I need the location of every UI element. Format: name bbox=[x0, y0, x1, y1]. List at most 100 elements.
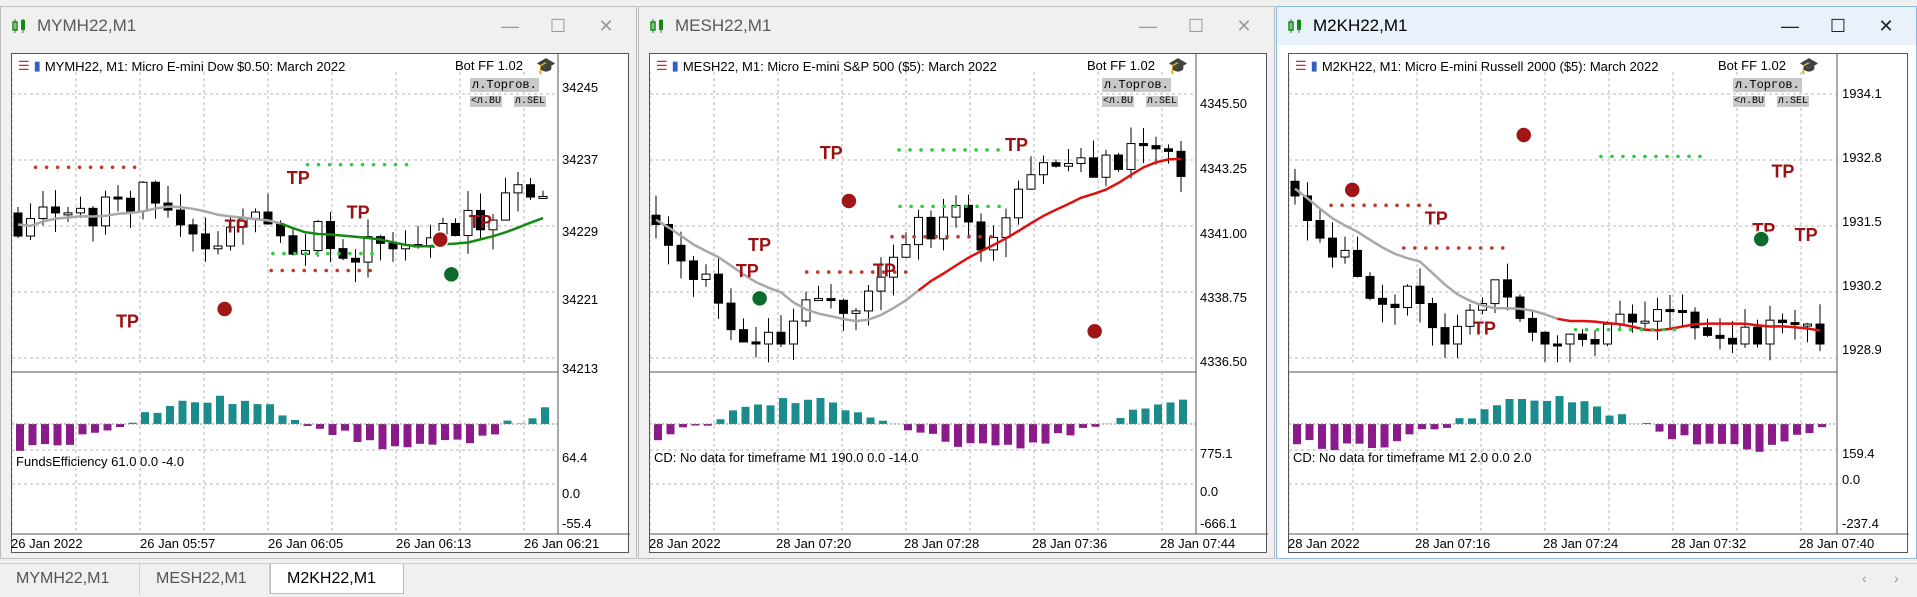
trade-marker-icon bbox=[841, 193, 857, 209]
candle bbox=[64, 213, 72, 215]
minimize-button[interactable]: — bbox=[1766, 13, 1814, 39]
close-button[interactable]: ✕ bbox=[1862, 13, 1910, 39]
trade-level-dot bbox=[978, 235, 982, 239]
sel-line-label[interactable]: л.SEL bbox=[1777, 96, 1809, 107]
bu-line-label[interactable]: <л.BU bbox=[1733, 96, 1765, 107]
maximize-button[interactable]: ☐ bbox=[534, 13, 582, 39]
indicator-histogram-bar bbox=[804, 400, 812, 424]
trade-level-dot bbox=[370, 252, 374, 256]
indicator-histogram-bar bbox=[654, 424, 662, 440]
trade-level-dot bbox=[967, 235, 971, 239]
candle bbox=[790, 321, 798, 344]
candle bbox=[1629, 314, 1637, 322]
trade-level-dot bbox=[904, 270, 908, 274]
candle bbox=[1416, 286, 1424, 303]
trade-level-dot bbox=[1501, 246, 1505, 250]
trade-level-dot bbox=[816, 270, 820, 274]
price-tick: 1934.1 bbox=[1842, 86, 1882, 101]
trade-marker-icon bbox=[217, 301, 233, 317]
trade-level-dot bbox=[306, 163, 310, 167]
sel-line-label[interactable]: л.SEL bbox=[514, 96, 546, 107]
indicator-histogram-bar bbox=[1606, 416, 1614, 424]
chart-type-icon[interactable]: ▮ bbox=[672, 58, 679, 74]
close-button[interactable]: ✕ bbox=[582, 13, 630, 39]
indicator-scale: 0.0 bbox=[1200, 484, 1218, 499]
trade-level-dot bbox=[986, 205, 990, 209]
indicator-scale: 64.4 bbox=[562, 450, 587, 465]
indicator-histogram-bar bbox=[717, 419, 725, 424]
candle bbox=[915, 217, 923, 244]
trade-level-dot bbox=[291, 269, 295, 273]
trade-level-dot bbox=[1651, 328, 1655, 332]
tab-mymh22[interactable]: MYMH22,M1 bbox=[0, 564, 140, 594]
graduation-cap-icon[interactable]: 🎓 bbox=[536, 56, 556, 76]
tab-scroll-left-icon[interactable]: ‹ bbox=[1862, 570, 1867, 586]
graduation-cap-icon[interactable]: 🎓 bbox=[1799, 56, 1819, 76]
graduation-cap-icon[interactable]: 🎓 bbox=[1168, 56, 1188, 76]
indicator-histogram-bar bbox=[66, 424, 74, 445]
trade-level-dot bbox=[313, 269, 317, 273]
indicator-histogram-bar bbox=[504, 421, 512, 424]
indicator-histogram-bar bbox=[992, 424, 1000, 445]
candle bbox=[1002, 218, 1010, 238]
indicator-histogram-bar bbox=[1079, 424, 1087, 428]
tab-scroll-right-icon[interactable]: › bbox=[1894, 570, 1899, 586]
trade-level-dot bbox=[1607, 328, 1611, 332]
indicator-histogram-bar bbox=[1154, 405, 1162, 424]
minimize-button[interactable]: — bbox=[486, 13, 534, 39]
indicator-histogram-bar bbox=[1004, 424, 1012, 445]
trade-level-dot bbox=[1351, 203, 1355, 207]
bu-line-label[interactable]: <л.BU bbox=[470, 96, 502, 107]
price-tick: 34221 bbox=[562, 292, 598, 307]
indicator-histogram-bar bbox=[842, 410, 850, 424]
trade-level-dot bbox=[827, 270, 831, 274]
close-button[interactable]: ✕ bbox=[1220, 13, 1268, 39]
maximize-button[interactable]: ☐ bbox=[1814, 13, 1862, 39]
trade-level-dot bbox=[346, 269, 350, 273]
chart-type-icon[interactable]: ▮ bbox=[1311, 58, 1318, 74]
trade-lines-label[interactable]: л.Торгов. bbox=[1102, 78, 1171, 92]
trade-level-dot bbox=[1629, 328, 1633, 332]
indicator-histogram-bar bbox=[229, 404, 237, 424]
indicator-histogram-bar bbox=[1706, 424, 1714, 444]
chart-type-icon[interactable]: ▮ bbox=[34, 58, 41, 74]
time-tick: 28 Jan 07:40 bbox=[1799, 536, 1874, 551]
minimize-button[interactable]: — bbox=[1124, 13, 1172, 39]
trade-level-dot bbox=[838, 270, 842, 274]
trade-level-dot bbox=[45, 165, 49, 169]
tab-m2kh22[interactable]: M2KH22,M1 bbox=[270, 564, 404, 594]
candle bbox=[752, 342, 760, 344]
indicator-histogram-bar bbox=[754, 405, 762, 424]
maximize-button[interactable]: ☐ bbox=[1172, 13, 1220, 39]
trade-lines-label[interactable]: л.Торгов. bbox=[470, 78, 539, 92]
indicator-histogram-bar bbox=[391, 424, 399, 446]
indicator-histogram-bar bbox=[954, 424, 962, 447]
indicator-histogram-bar bbox=[1293, 424, 1301, 444]
list-icon[interactable]: ☰ bbox=[1295, 58, 1307, 74]
indicator-histogram-bar bbox=[454, 424, 462, 440]
trade-lines-label[interactable]: л.Торгов. bbox=[1733, 78, 1802, 92]
list-icon[interactable]: ☰ bbox=[656, 58, 668, 74]
bu-line-label[interactable]: <л.BU bbox=[1102, 96, 1134, 107]
take-profit-label: TP bbox=[748, 235, 771, 255]
trade-level-dot bbox=[890, 235, 894, 239]
trade-level-dot bbox=[280, 269, 284, 273]
trade-level-dot bbox=[930, 148, 934, 152]
candle bbox=[1779, 320, 1787, 322]
list-icon[interactable]: ☰ bbox=[18, 58, 30, 74]
sel-line-label[interactable]: л.SEL bbox=[1146, 96, 1178, 107]
tab-mesh22[interactable]: MESH22,M1 bbox=[140, 564, 270, 594]
indicator-histogram-bar bbox=[29, 424, 37, 445]
candle bbox=[539, 196, 547, 198]
take-profit-label: TP bbox=[736, 261, 759, 281]
indicator-histogram-bar bbox=[1806, 424, 1814, 433]
